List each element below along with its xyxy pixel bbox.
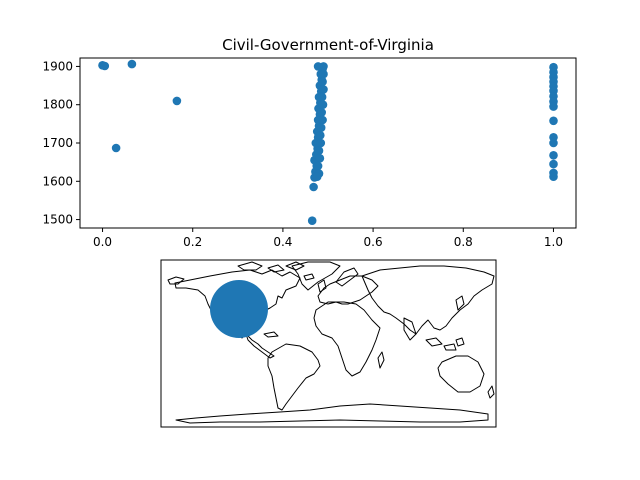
scatter-point	[549, 138, 558, 148]
scatter-point	[549, 151, 558, 160]
scatter-point	[318, 100, 328, 109]
coastline-antarctica	[175, 403, 489, 424]
coastline-uk	[317, 279, 327, 293]
coastline-asia	[361, 265, 495, 335]
caribbean-island	[263, 331, 279, 338]
arctic-island	[285, 261, 305, 271]
coastline-alaska	[167, 276, 185, 285]
scatter-point	[317, 108, 327, 117]
coastline-japan	[455, 295, 465, 311]
coastline-south-america	[267, 343, 321, 411]
coastline-iceland	[303, 273, 315, 281]
coastline-new-zealand	[487, 385, 495, 399]
scatter-point	[314, 146, 324, 155]
x-axis: 0.0 0.2 0.4 0.6 0.8 1.0	[93, 228, 563, 249]
southeast-asia-island	[455, 337, 465, 347]
scatter-point	[549, 159, 558, 169]
coastline-india	[403, 317, 417, 341]
scatter-point	[127, 59, 137, 69]
axes-frame	[79, 57, 577, 229]
scatter-point	[172, 96, 182, 106]
scatter-point	[317, 92, 327, 102]
southeast-asia-island	[443, 343, 457, 351]
scatter-point	[549, 102, 558, 111]
coastlines	[167, 261, 495, 424]
map-frame	[160, 259, 497, 428]
y-tick-label: 1500	[42, 213, 73, 227]
coastline-central-america	[245, 333, 275, 359]
x-tick-label: 0.0	[93, 235, 112, 249]
coastline-arctic-islands	[237, 261, 263, 271]
scatter-point	[313, 62, 323, 71]
scatter-point	[309, 182, 318, 192]
scatter-point	[549, 172, 558, 181]
coastline-africa	[313, 301, 381, 377]
scatter-point	[111, 143, 121, 153]
scatter-point	[319, 85, 328, 94]
scatter-point	[315, 154, 325, 163]
map-marker	[210, 280, 268, 338]
world-map	[160, 259, 497, 428]
scatter-point	[319, 69, 328, 79]
y-tick-label: 1600	[42, 174, 73, 188]
scatter-point	[549, 116, 558, 126]
coastline-europe	[317, 275, 379, 305]
scatter-point	[100, 61, 110, 71]
x-tick-label: 1.0	[544, 235, 563, 249]
y-axis: 1500 1600 1700 1800 1900	[42, 59, 80, 227]
coastline-australia	[437, 355, 485, 393]
coastline-greenland	[291, 261, 341, 291]
y-tick-label: 1800	[42, 98, 73, 112]
scatter-point	[307, 216, 317, 225]
scatter-point	[316, 138, 326, 148]
southeast-asia-island	[425, 337, 443, 347]
scatter-point	[318, 115, 327, 125]
scatter-point	[312, 172, 322, 181]
chart-title: Civil-Government-of-Virginia	[222, 36, 434, 54]
x-tick-label: 0.2	[183, 235, 202, 249]
x-tick-label: 0.8	[454, 235, 473, 249]
y-tick-label: 1700	[42, 136, 73, 150]
x-tick-label: 0.4	[273, 235, 292, 249]
scatter-point	[316, 131, 325, 140]
x-tick-label: 0.6	[364, 235, 383, 249]
y-tick-label: 1900	[42, 59, 73, 73]
scatter-point	[316, 123, 326, 132]
scatter-points	[98, 59, 558, 225]
arctic-island	[267, 264, 285, 273]
scatter-plot: Civil-Government-of-Virginia 0.0 0.2 0.4 0.…	[42, 36, 577, 249]
coastline-madagascar	[377, 351, 385, 369]
scatter-point	[318, 77, 327, 86]
coastline-scandinavia	[335, 267, 359, 287]
scatter-point	[313, 161, 323, 171]
